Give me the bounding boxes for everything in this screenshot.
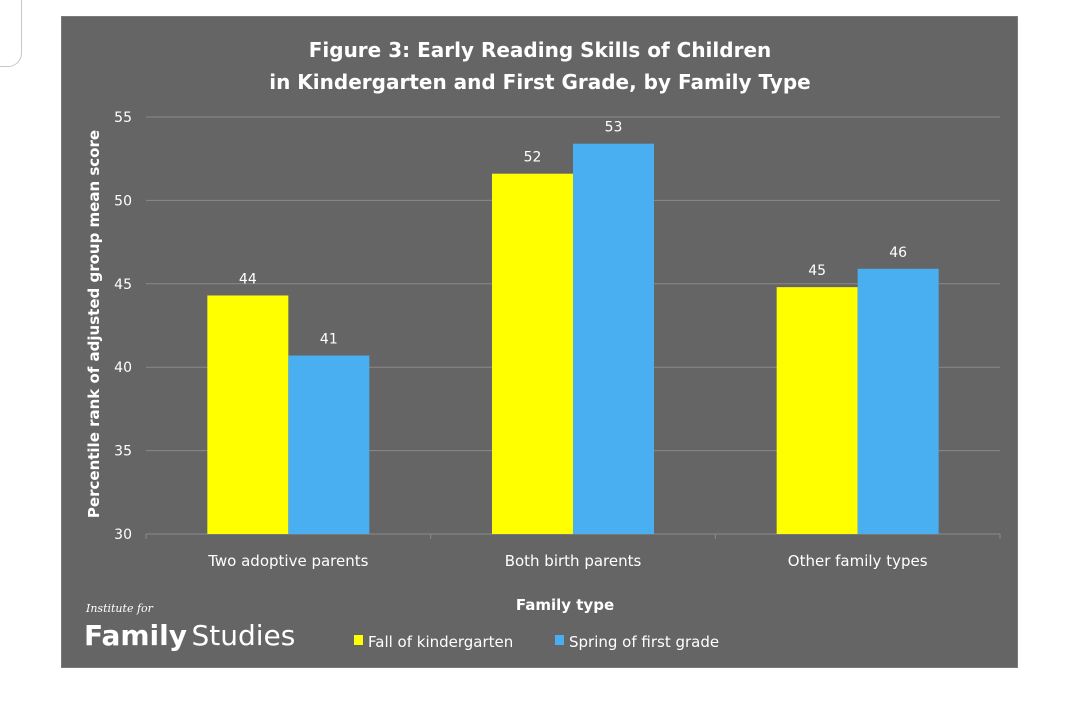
chart-panel: Figure 3: Early Reading Skills of Childr… bbox=[61, 16, 1018, 668]
bar bbox=[288, 355, 370, 534]
brand-wordmark: Family Studies bbox=[84, 619, 295, 652]
data-label: 44 bbox=[239, 271, 257, 287]
legend: Fall of kindergarten Spring of first grad… bbox=[354, 633, 719, 651]
chart-title: Figure 3: Early Reading Skills of Childr… bbox=[269, 38, 810, 94]
bar bbox=[207, 295, 289, 534]
brand-logo: Institute for Family Studies bbox=[84, 602, 295, 652]
y-tick-label: 30 bbox=[114, 527, 132, 543]
brand-family-text: Family bbox=[84, 619, 187, 652]
data-label: 41 bbox=[320, 332, 338, 348]
legend-swatch bbox=[555, 635, 564, 645]
x-category-label: Both birth parents bbox=[505, 552, 642, 570]
legend-swatch bbox=[354, 635, 363, 645]
data-label: 45 bbox=[808, 263, 826, 279]
x-axis-categories: Two adoptive parents Both birth parents Ot… bbox=[207, 552, 927, 570]
y-tick-label: 50 bbox=[114, 193, 132, 209]
data-label: 46 bbox=[889, 245, 907, 261]
x-axis-title: Family type bbox=[516, 596, 614, 614]
y-tick-label: 55 bbox=[114, 110, 132, 126]
x-category-label: Other family types bbox=[788, 552, 928, 570]
window-frame-corner bbox=[0, 0, 22, 67]
bar bbox=[573, 143, 654, 535]
data-label: 52 bbox=[524, 150, 542, 166]
x-category-label: Two adoptive parents bbox=[207, 552, 368, 570]
chart-title-line-2: in Kindergarten and First Grade, by Fami… bbox=[269, 70, 810, 94]
y-axis-ticks: 30 35 40 45 50 55 bbox=[114, 110, 132, 543]
brand-studies-text: Studies bbox=[191, 619, 295, 652]
bar bbox=[776, 287, 858, 534]
bar bbox=[492, 173, 573, 534]
y-tick-label: 45 bbox=[114, 277, 132, 293]
y-tick-label: 35 bbox=[114, 444, 132, 460]
legend-label: Fall of kindergarten bbox=[368, 633, 513, 651]
y-axis-title: Percentile rank of adjusted group mean s… bbox=[85, 130, 103, 518]
bar-chart: Figure 3: Early Reading Skills of Childr… bbox=[84, 38, 1001, 652]
data-label: 53 bbox=[605, 120, 623, 136]
brand-institute-text: Institute for bbox=[85, 602, 154, 615]
legend-label: Spring of first grade bbox=[569, 633, 719, 651]
data-labels: 44 41 52 53 45 46 bbox=[239, 120, 907, 348]
chart-title-line-1: Figure 3: Early Reading Skills of Childr… bbox=[309, 38, 772, 62]
bars bbox=[207, 143, 939, 535]
y-tick-label: 40 bbox=[114, 360, 132, 376]
bar bbox=[857, 268, 939, 534]
